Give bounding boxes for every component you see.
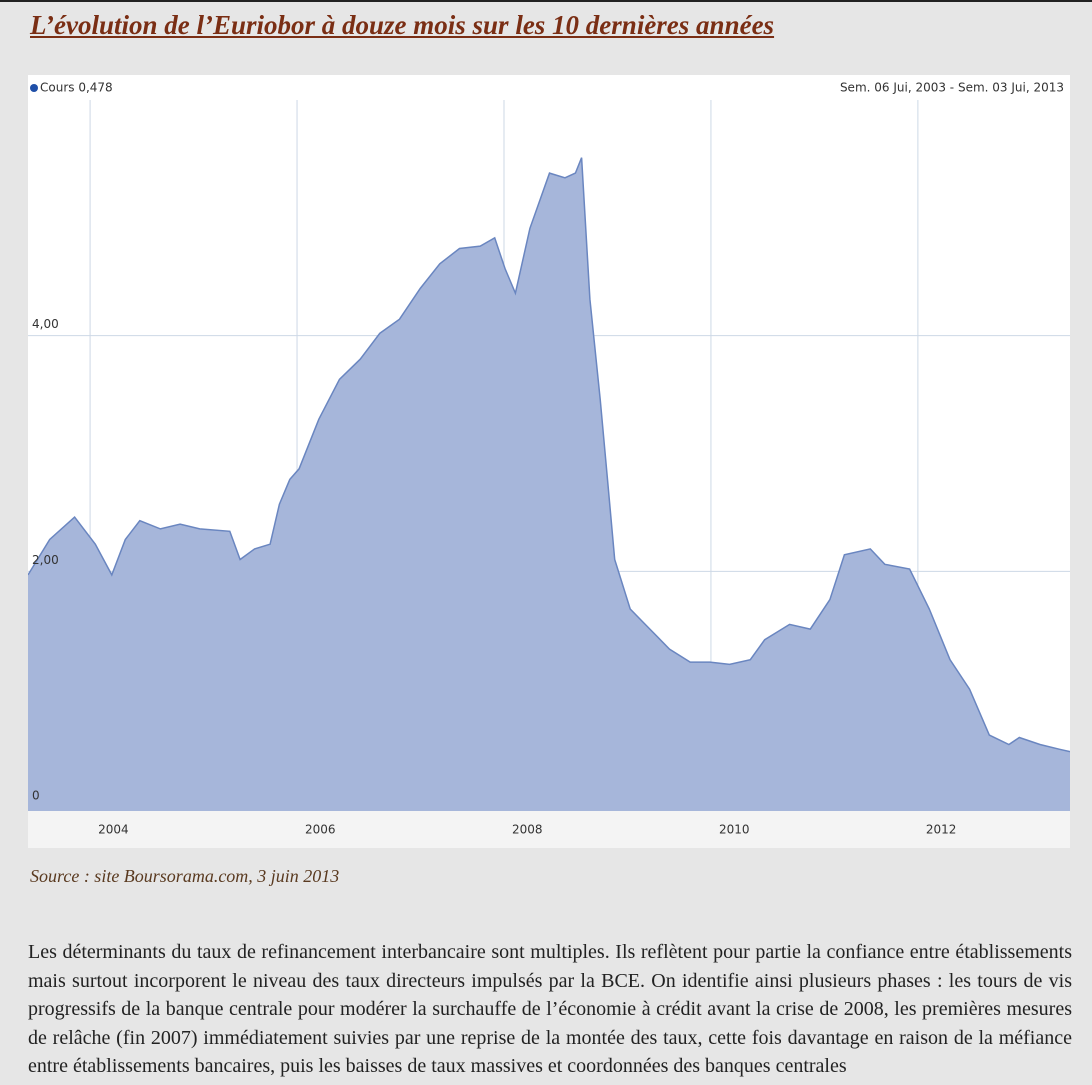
paragraph: Les déterminants du taux de refinancemen… [28,941,1072,1077]
y-tick-label: 4,00 [32,317,59,331]
top-rule [0,0,1092,2]
y-tick-label: 0 [32,789,40,803]
chart-header [28,75,1070,100]
x-axis-band [28,811,1070,848]
legend-marker [30,84,38,92]
legend-label: Cours 0,478 [40,81,113,95]
line [28,157,1070,753]
source: Source : site Boursorama.com, 3 juin 201… [30,866,340,886]
area [28,157,1070,811]
chart: Cours 0,478 Sem. 06 Jui, 2003 - Sem. 03 … [28,75,1070,848]
y-tick-label: 2,00 [32,553,59,567]
x-tick-label: 2006 [305,823,336,837]
x-tick-label: 2012 [926,823,957,837]
x-tick-label: 2004 [98,823,129,837]
x-tick-label: 2010 [719,823,750,837]
x-tick-label: 2008 [512,823,543,837]
period-label: Sem. 06 Jui, 2003 - Sem. 03 Jui, 2013 [840,81,1064,95]
title: L’évolution de l’Euriobor à douze mois s… [30,10,775,40]
